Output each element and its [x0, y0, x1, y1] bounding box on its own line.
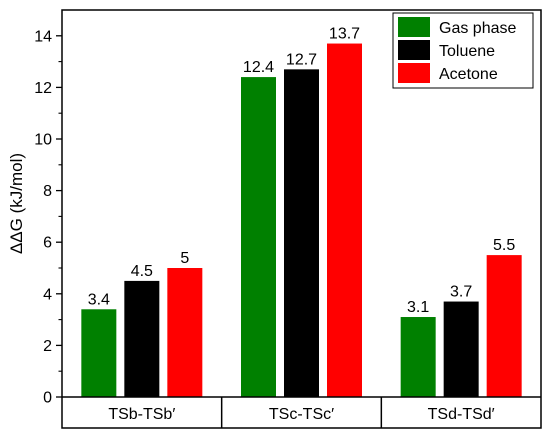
bar-series-group: [81, 43, 522, 397]
category-axis: TSb-TSb′ TSc-TSc′ TSd-TSd′: [62, 396, 541, 428]
bar-value-label: 12.7: [286, 51, 317, 68]
y-tick-label: 4: [43, 286, 52, 303]
legend-swatch: [398, 40, 430, 60]
legend-swatch: [398, 17, 430, 37]
bar-acetone: [327, 43, 362, 397]
bar-value-label: 13.7: [329, 26, 360, 43]
bar-value-label: 5.5: [493, 237, 515, 254]
bar-toluene: [124, 280, 160, 397]
bar-gas-phase: [241, 77, 276, 397]
bar-value-label: 3.4: [88, 291, 110, 308]
legend-swatch: [398, 63, 430, 83]
bar-acetone: [486, 255, 522, 397]
category-label: TSb-TSb′: [108, 406, 175, 423]
bar-gas-phase: [81, 309, 117, 397]
bar-toluene: [284, 69, 319, 397]
legend-label: Gas phase: [439, 20, 516, 37]
plot-frame: [61, 9, 542, 429]
bar-toluene: [443, 301, 479, 397]
legend: Gas phase Toluene Acetone: [392, 12, 534, 89]
y-axis-title: ΔΔG (kJ/mol): [7, 153, 26, 254]
category-label: TSd-TSd′: [428, 406, 495, 423]
legend-label: Toluene: [439, 43, 495, 60]
y-axis-ticks: 0 2 4 6 8 10 12 14: [34, 28, 62, 407]
y-tick-label: 10: [34, 132, 52, 149]
bar-value-label: 4.5: [131, 263, 153, 280]
y-tick-label: 8: [43, 183, 52, 200]
data-labels: 3.4 4.5 5 12.4 12.7 13.7 3.1 3.7 5.5: [88, 26, 516, 316]
y-tick-label: 0: [43, 390, 52, 407]
bar-value-label: 12.4: [243, 59, 274, 76]
bar-value-label: 5: [180, 250, 189, 267]
legend-label: Acetone: [439, 66, 498, 83]
y-tick-label: 14: [34, 28, 52, 45]
y-tick-label: 12: [34, 80, 52, 97]
bar-value-label: 3.1: [407, 299, 429, 316]
y-tick-label: 6: [43, 235, 52, 252]
category-label: TSc-TSc′: [269, 406, 334, 423]
bar-value-label: 3.7: [450, 284, 472, 301]
bar-acetone: [167, 268, 203, 397]
bar-gas-phase: [400, 317, 436, 397]
y-tick-label: 2: [43, 338, 52, 355]
